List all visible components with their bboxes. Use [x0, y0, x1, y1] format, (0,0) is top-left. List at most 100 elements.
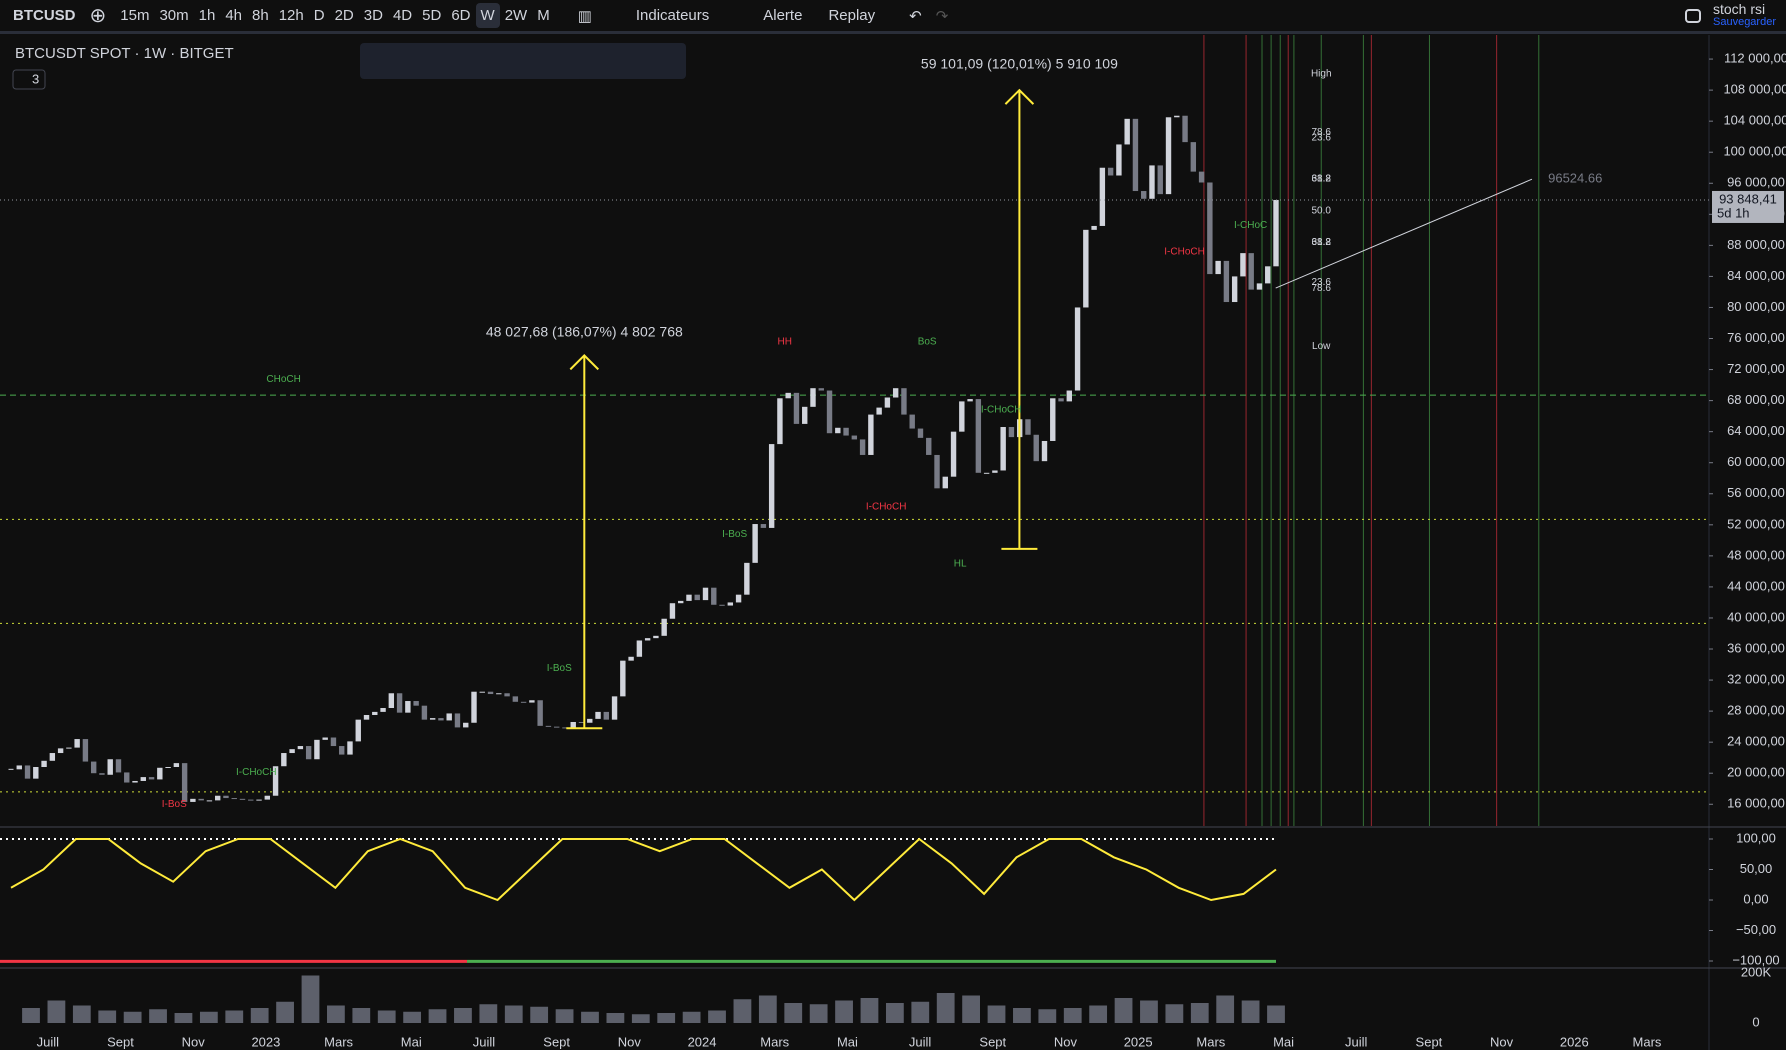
- legend-count-box[interactable]: [12, 69, 46, 90]
- volume-bar: [1165, 1004, 1184, 1023]
- interval[interactable]: 3D: [363, 7, 383, 24]
- candle: [620, 660, 626, 697]
- candle: [644, 638, 651, 641]
- interval[interactable]: 2D: [334, 7, 354, 24]
- candle: [1124, 118, 1130, 145]
- candle: [41, 760, 47, 768]
- interval[interactable]: 1h: [198, 7, 216, 24]
- drawing-toolbar[interactable]: [360, 43, 686, 79]
- y-tick-label: 104 000,00: [1723, 113, 1786, 128]
- layout-info[interactable]: stoch rsi Sauvegarder: [1713, 2, 1776, 29]
- volume-bar: [174, 1013, 193, 1023]
- volume-bar: [504, 1005, 523, 1023]
- volume-bar: [885, 1003, 904, 1023]
- candle: [512, 696, 519, 702]
- interval[interactable]: 5D: [422, 7, 442, 24]
- candle: [1008, 427, 1015, 438]
- candle: [322, 737, 328, 740]
- y-tick-label: 44 000,00: [1727, 578, 1785, 593]
- volume-bar: [72, 1005, 91, 1023]
- candle: [1256, 283, 1263, 290]
- indicators-button[interactable]: Indicateurs: [635, 7, 710, 24]
- replay-button[interactable]: Replay: [828, 7, 876, 24]
- candle: [1174, 115, 1180, 118]
- candle: [1149, 165, 1155, 199]
- candle: [388, 693, 395, 709]
- interval[interactable]: 2W: [504, 7, 528, 24]
- candle: [214, 795, 221, 801]
- y-tick-label: 50,00: [1740, 861, 1773, 876]
- structure-label: I-CHoCH: [1164, 246, 1205, 257]
- candle: [537, 700, 543, 726]
- undo[interactable]: ↶: [909, 7, 922, 25]
- volume-bar: [352, 1008, 371, 1023]
- volume-bar: [276, 1001, 294, 1023]
- x-tick-label: 2023: [251, 1034, 280, 1049]
- interval[interactable]: 4D: [392, 7, 413, 24]
- candle: [835, 427, 841, 434]
- candle: [926, 437, 932, 455]
- x-tick-label: 2024: [688, 1034, 717, 1049]
- candle: [330, 737, 337, 747]
- structure-label: CHoCH: [266, 374, 300, 385]
- candle: [917, 428, 924, 438]
- volume-bar: [403, 1011, 422, 1023]
- candle: [983, 472, 990, 474]
- symbol[interactable]: BTCUSD: [13, 7, 76, 24]
- x-tick-label: Sept: [979, 1034, 1006, 1049]
- candle: [99, 773, 105, 775]
- interval[interactable]: 15m: [120, 7, 150, 24]
- candle: [248, 799, 254, 801]
- measure-label: 59 101,09 (120,01%) 5 910 109: [921, 56, 1118, 72]
- fib-label: 50.0: [1312, 205, 1332, 216]
- structure-label: BoS: [918, 336, 937, 347]
- candle: [603, 711, 609, 720]
- candle: [223, 795, 229, 799]
- y-tick-label: 88 000,00: [1727, 237, 1785, 252]
- candle: [553, 726, 560, 728]
- candle: [463, 722, 469, 728]
- volume-bar: [657, 1013, 676, 1023]
- candle: [380, 708, 386, 712]
- redo[interactable]: ↷: [935, 7, 949, 25]
- y-tick-label: −50,00: [1736, 922, 1776, 937]
- y-tick-label: 0,00: [1743, 891, 1768, 906]
- interval[interactable]: 6D: [451, 7, 471, 24]
- interval[interactable]: M: [537, 7, 550, 24]
- candle: [562, 727, 568, 729]
- interval[interactable]: 8h: [252, 7, 269, 24]
- x-tick-label: Mai: [1273, 1034, 1294, 1049]
- volume-bar: [733, 999, 752, 1023]
- measure-arrow: [1004, 88, 1035, 105]
- structure-label: HH: [778, 336, 792, 347]
- interval[interactable]: W: [475, 3, 500, 28]
- candle: [1066, 390, 1073, 402]
- volume-bar: [1216, 995, 1235, 1023]
- chart-style[interactable]: ▥: [577, 7, 592, 25]
- interval[interactable]: 12h: [278, 7, 304, 24]
- interval[interactable]: D: [313, 7, 325, 24]
- volume-bar: [631, 1014, 650, 1023]
- candle: [355, 719, 361, 742]
- interval[interactable]: 30m: [159, 7, 189, 24]
- volume-bar: [1013, 1008, 1031, 1023]
- interval[interactable]: 4h: [225, 7, 243, 24]
- volume-bar: [1038, 1009, 1057, 1023]
- y-tick-label: 48 000,00: [1727, 547, 1785, 562]
- x-tick-label: Juill: [37, 1034, 60, 1049]
- alert-button[interactable]: Alerte: [763, 7, 803, 24]
- y-tick-label: 56 000,00: [1727, 485, 1785, 500]
- candle: [959, 401, 965, 432]
- structure-label: I-BoS: [722, 529, 747, 540]
- candle: [429, 718, 436, 720]
- candle: [1231, 276, 1238, 303]
- x-tick-label: Nov: [1490, 1034, 1514, 1049]
- candle: [1198, 171, 1205, 183]
- add-symbol[interactable]: ⊕: [89, 5, 107, 27]
- candle: [372, 711, 378, 715]
- candle: [504, 693, 510, 697]
- toolbar: BTCUSD ⊕ 15m 30m 1h 4h 8h 12h D 2D 3D 4D 5D 6D W 2W M …: [0, 0, 1786, 34]
- layout-icon[interactable]: [1685, 8, 1701, 23]
- volume-bar: [327, 1005, 345, 1023]
